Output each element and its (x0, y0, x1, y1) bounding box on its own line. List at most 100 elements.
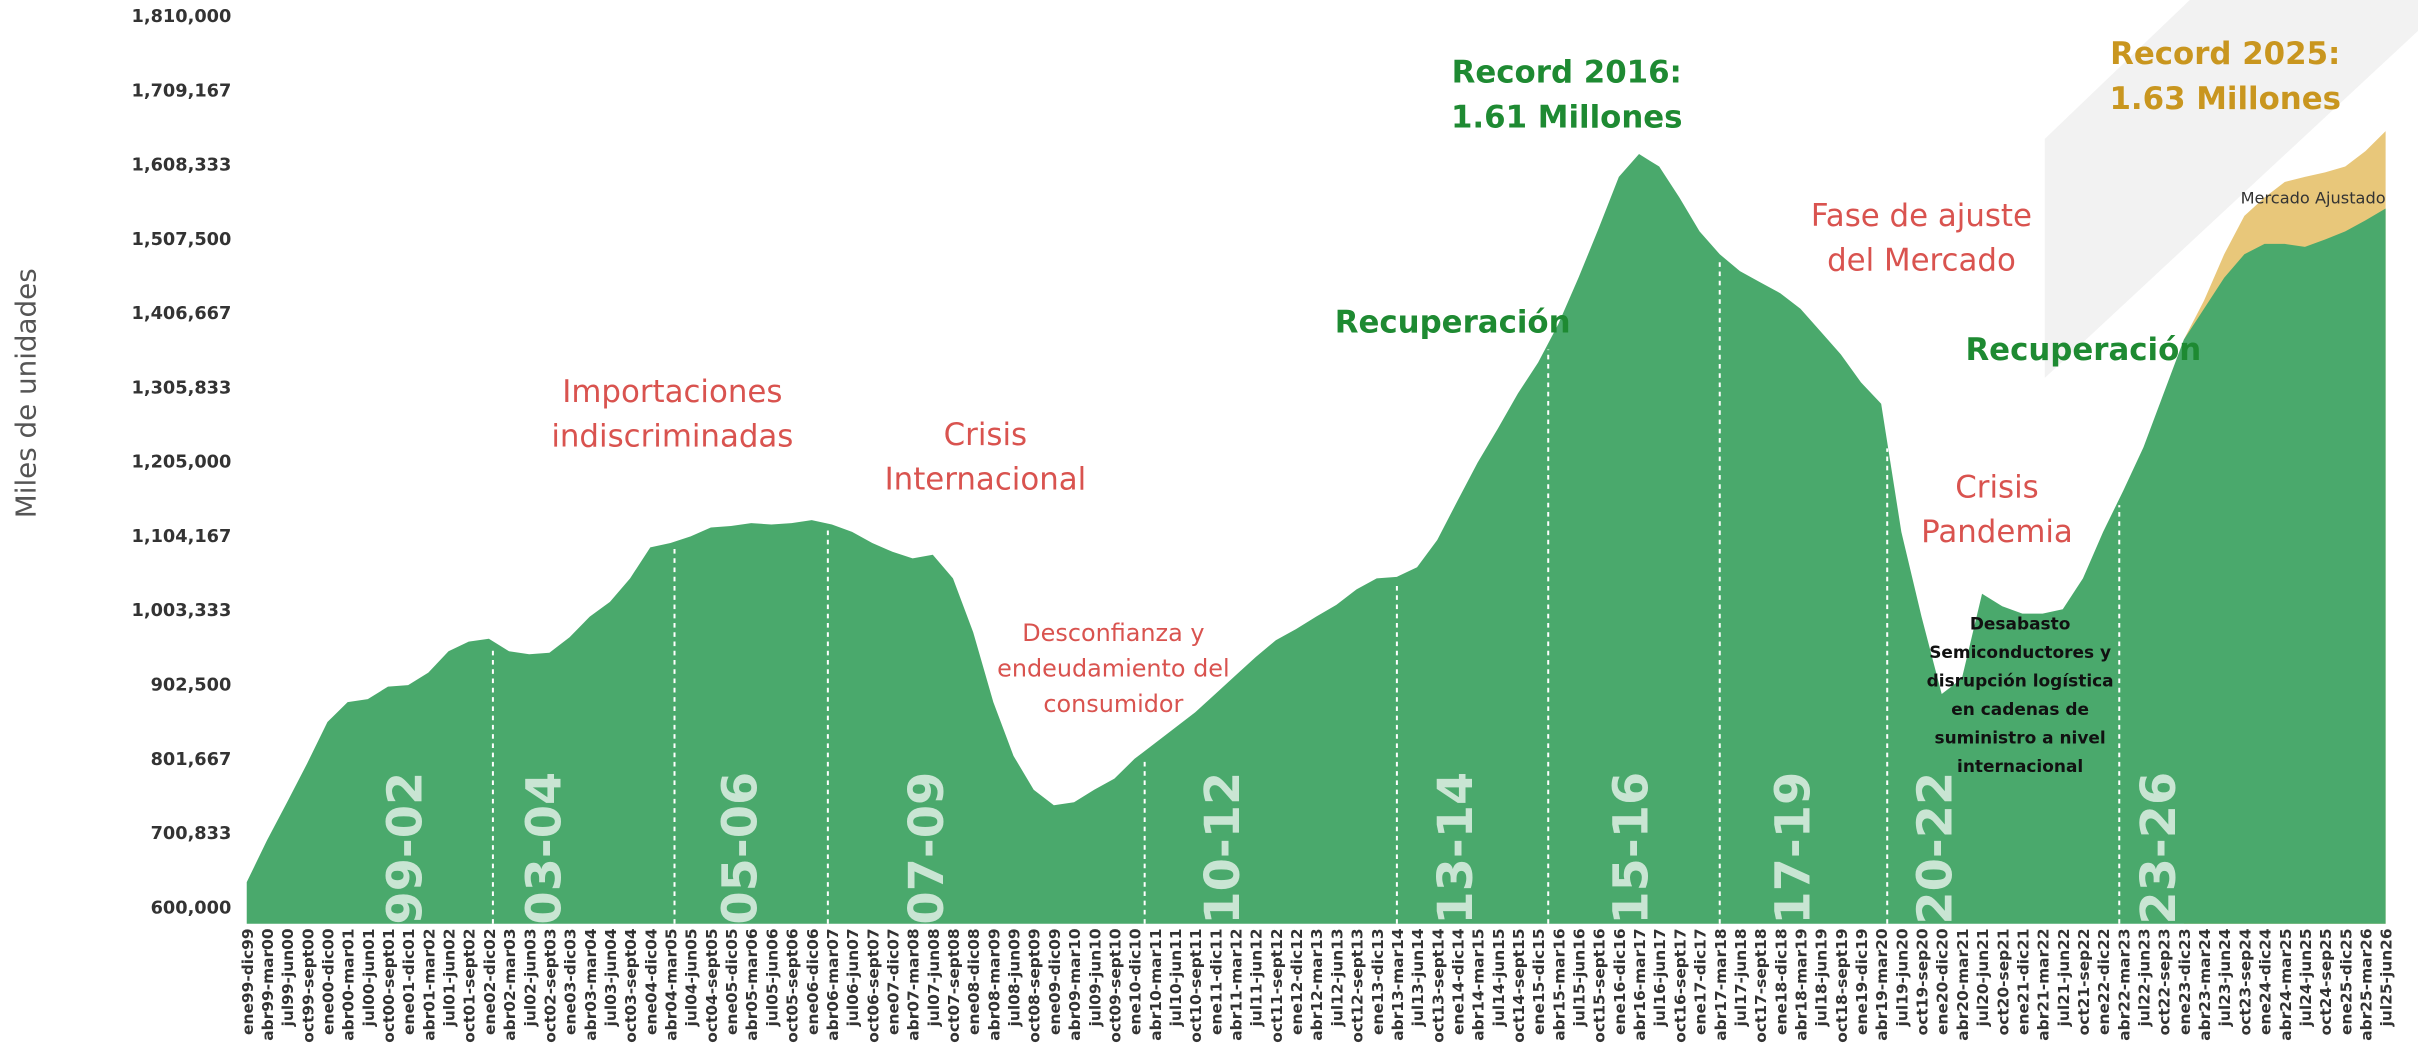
x-tick-label: jul15-jun16 (1571, 928, 1589, 1027)
x-tick-label: jul23-jun24 (2216, 928, 2234, 1027)
x-tick-label: oct16-sept17 (1671, 928, 1689, 1042)
x-tick-label: abr08-mar09 (985, 928, 1003, 1040)
x-tick-label: jul08-jun09 (1006, 928, 1024, 1027)
x-tick-label: abr14-mar15 (1470, 928, 1488, 1040)
x-tick-label: abr17-mar18 (1712, 928, 1730, 1040)
x-tick-label: ene13-dic13 (1369, 928, 1387, 1035)
annotation: Fase de ajuste (1811, 198, 2032, 234)
x-tick-label: ene22-dic22 (2095, 928, 2113, 1035)
annotation: disrupción logística (1927, 671, 2114, 691)
annotation: Recuperación (1965, 332, 2201, 368)
x-tick-label: jul11-jun12 (1248, 928, 1266, 1027)
x-tick-label: jul00-jun01 (360, 928, 378, 1027)
x-tick-label: jul09-jun10 (1086, 928, 1104, 1027)
x-tick-label: abr10-mar11 (1147, 928, 1165, 1040)
y-tick-label: 1,507,500 (132, 230, 232, 250)
period-label: 10-12 (1196, 772, 1251, 925)
x-tick-label: oct12-sept13 (1349, 928, 1367, 1042)
x-tick-label: ene99-dic99 (239, 928, 257, 1035)
x-tick-label: oct05-sept06 (784, 928, 802, 1042)
x-tick-label: abr21-mar22 (2035, 928, 2053, 1040)
x-tick-label: ene25-dic25 (2337, 928, 2355, 1035)
x-tick-label: abr22-mar23 (2115, 928, 2133, 1040)
period-label: 07-09 (900, 772, 955, 925)
annotation: Record 2016: (1452, 55, 1682, 91)
x-tick-label: jul17-jun18 (1732, 928, 1750, 1027)
x-tick-label: ene02-dic02 (481, 928, 499, 1035)
y-tick-label: 1,003,333 (132, 601, 232, 621)
y-tick-label: 1,608,333 (132, 156, 232, 176)
x-tick-label: jul21-jun22 (2055, 928, 2073, 1027)
annotation: 1.61 Millones (1451, 99, 1683, 135)
x-tick-label: oct21-sep22 (2075, 928, 2093, 1035)
x-tick-label: oct18-sept19 (1833, 928, 1851, 1042)
x-tick-label: abr09-mar10 (1066, 928, 1084, 1040)
x-tick-label: abr24-mar25 (2277, 928, 2295, 1040)
x-tick-label: ene00-dic00 (319, 928, 337, 1035)
period-label: 05-06 (713, 772, 768, 925)
x-tick-label: ene08-dic08 (965, 928, 983, 1035)
x-tick-label: abr00-mar01 (340, 928, 358, 1040)
x-tick-label: ene05-dic05 (723, 928, 741, 1035)
y-tick-label: 1,305,833 (132, 378, 232, 398)
x-tick-label: oct99-sept00 (299, 928, 317, 1042)
x-tick-label: ene01-dic01 (400, 928, 418, 1035)
x-tick-label: ene09-dic09 (1046, 928, 1064, 1035)
x-tick-label: ene16-dic16 (1611, 928, 1629, 1035)
x-tick-label: ene04-dic04 (642, 928, 660, 1035)
x-tick-label: oct02-sept03 (541, 928, 559, 1042)
x-tick-label: jul10-jun11 (1167, 928, 1185, 1027)
x-tick-label: jul02-jun03 (521, 928, 539, 1027)
x-tick-label: abr02-mar03 (501, 928, 519, 1040)
annotation: Desconfianza y (1022, 619, 1204, 647)
x-tick-label: ene15-dic15 (1530, 928, 1548, 1035)
x-tick-label: abr23-mar24 (2196, 928, 2214, 1041)
annotation: Desabasto (1970, 614, 2071, 634)
x-tick-label: jul13-jun14 (1409, 928, 1427, 1027)
x-tick-label: jul24-jun25 (2297, 928, 2315, 1027)
x-tick-label: abr19-mar20 (1873, 928, 1891, 1040)
x-tick-label: jul04-jun05 (683, 928, 701, 1027)
x-tick-label: abr25-mar26 (2357, 928, 2375, 1040)
x-tick-label: oct17-sept18 (1752, 928, 1770, 1042)
x-tick-label: jul22-jun23 (2136, 928, 2154, 1027)
period-label: 20-22 (1908, 772, 1963, 925)
x-tick-label: abr15-mar16 (1550, 928, 1568, 1040)
x-tick-label: jul25-jun26 (2378, 928, 2396, 1027)
x-tick-label: abr16-mar17 (1631, 928, 1649, 1040)
annotation: indiscriminadas (551, 418, 793, 454)
x-tick-label: ene24-dic24 (2257, 928, 2275, 1035)
y-axis-label: Miles de unidades (10, 268, 43, 518)
x-tick-label: abr13-mar14 (1389, 928, 1407, 1041)
x-tick-label: jul05-jun06 (763, 928, 781, 1027)
x-tick-label: abr11-mar12 (1228, 928, 1246, 1040)
x-tick-label: abr07-mar08 (905, 928, 923, 1040)
x-tick-label: oct20-sep21 (1994, 928, 2012, 1035)
y-tick-label: 700,833 (151, 824, 232, 844)
x-tick-label: abr99-mar00 (259, 928, 277, 1040)
x-tick-label: oct23-sep24 (2236, 928, 2254, 1035)
x-tick-label: jul12-jun13 (1328, 928, 1346, 1027)
annotation: Internacional (885, 462, 1087, 498)
x-tick-label: ene23-dic23 (2176, 928, 2194, 1035)
x-tick-label: abr12-mar13 (1308, 928, 1326, 1040)
x-tick-label: abr06-mar07 (824, 928, 842, 1040)
background-band (2044, 0, 2418, 378)
annotation: endeudamiento del (997, 654, 1229, 682)
annotation: internacional (1957, 756, 2083, 776)
x-tick-label: oct10-sept11 (1187, 928, 1205, 1042)
annotation: Importaciones (562, 374, 782, 410)
x-tick-label: abr05-mar06 (743, 928, 761, 1040)
annotation: Recuperación (1335, 304, 1571, 340)
annotation: suministro a nivel (1935, 728, 2106, 748)
period-label: 15-16 (1605, 772, 1660, 925)
x-tick-label: oct14-sept15 (1510, 928, 1528, 1042)
x-tick-label: ene14-dic14 (1449, 928, 1467, 1035)
x-tick-label: oct22-sep23 (2156, 928, 2174, 1035)
x-tick-label: ene06-dic06 (804, 928, 822, 1035)
x-tick-label: oct08-sept09 (1026, 928, 1044, 1042)
period-label: 17-19 (1767, 772, 1822, 925)
y-tick-label: 801,667 (151, 750, 232, 770)
y-tick-label: 1,205,000 (132, 453, 232, 473)
